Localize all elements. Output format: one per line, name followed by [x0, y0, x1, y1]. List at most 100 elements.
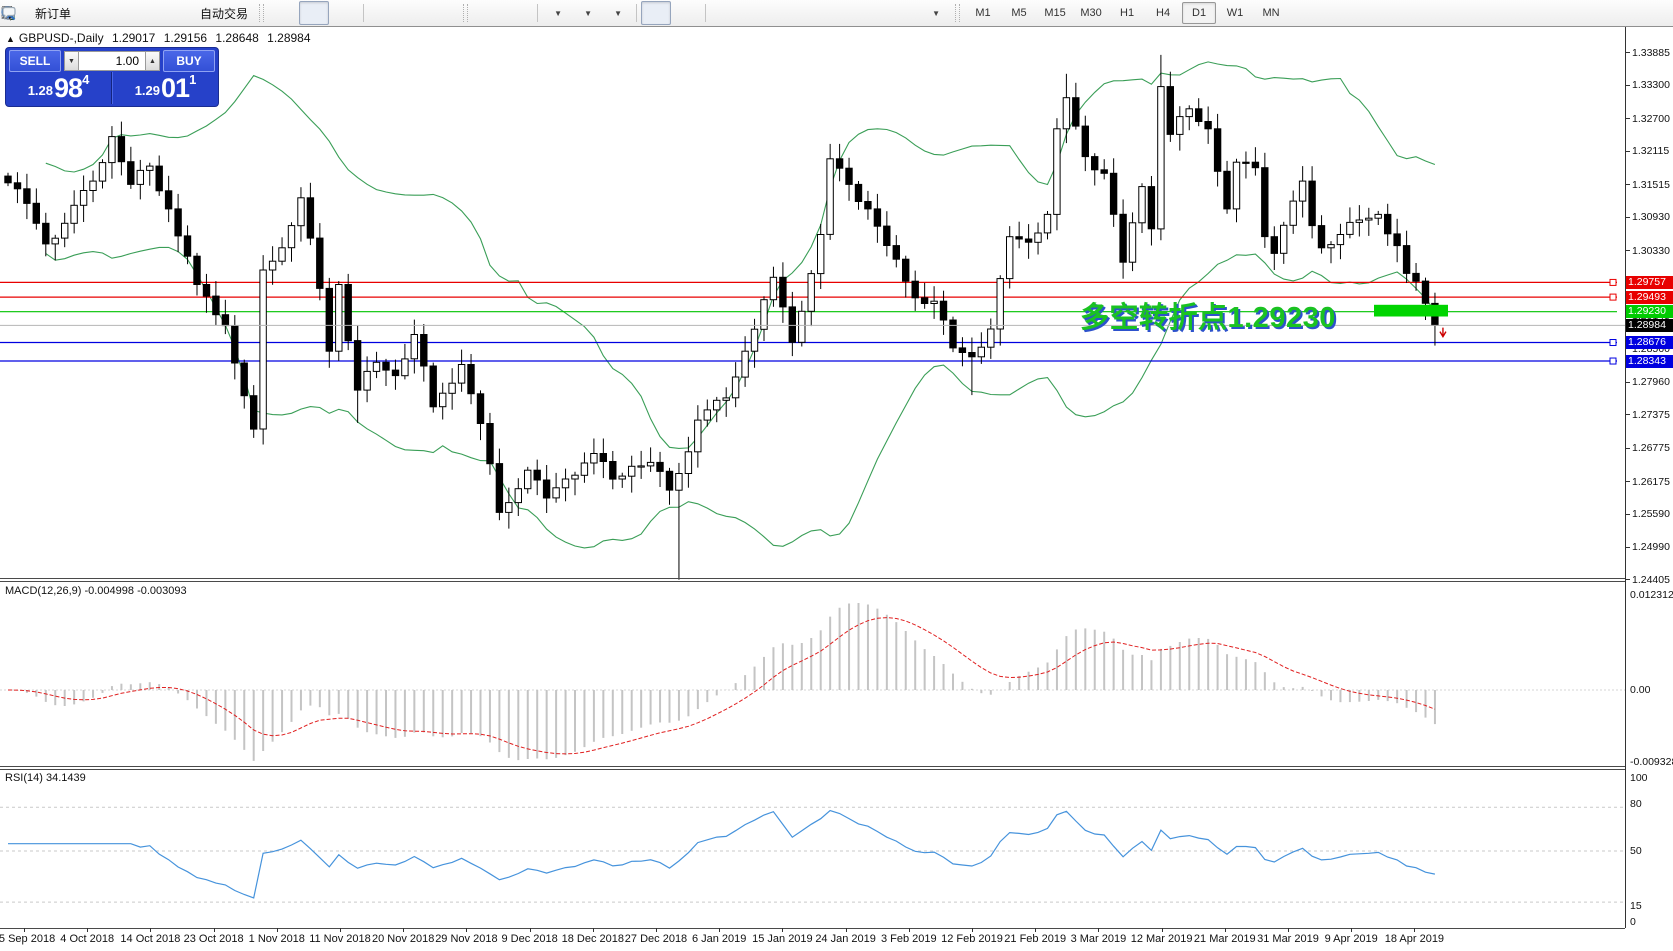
timeframe-button-m15[interactable]: M15: [1044, 7, 1066, 19]
vertical-line-button[interactable]: [7, 1, 740, 25]
text-label-button[interactable]: T: [1, 1, 920, 25]
rsi-line: [8, 809, 1436, 899]
periods-button[interactable]: ▼: [1, 1, 602, 25]
bear-candle: [1100, 169, 1108, 174]
macd-label: MACD(12,26,9) -0.004998 -0.003093: [5, 585, 187, 597]
search-button[interactable]: [1, 1, 1635, 25]
date-label: 12 Feb 2019: [941, 933, 1003, 945]
macd-pane[interactable]: [0, 582, 1625, 766]
price-tick-label: 1.33885: [1632, 46, 1670, 59]
price-tick-dash: [1626, 513, 1630, 515]
bull-candle: [996, 278, 1004, 330]
collapse-arrow-icon[interactable]: ▲: [6, 34, 15, 44]
bar-chart-button[interactable]: [2, 1, 299, 25]
timeframe-button-h4[interactable]: H4: [1156, 7, 1171, 19]
buy-button[interactable]: BUY: [163, 50, 215, 72]
bull-candle: [1289, 200, 1297, 226]
candle-chart-button[interactable]: [2, 1, 330, 25]
channel-button[interactable]: E: [1, 1, 830, 25]
buy-price-sup: 1: [189, 72, 197, 87]
timeframe-button-m5[interactable]: M5: [1011, 7, 1027, 19]
autotrading-label[interactable]: 自动交易: [200, 6, 249, 21]
volume-up-button[interactable]: ▲: [145, 51, 160, 71]
bull-candle: [363, 370, 371, 391]
volume-input[interactable]: 1.00: [79, 51, 145, 71]
rsi-axis-label: 0: [1630, 916, 1636, 928]
dropdown-arrow-icon: ▼: [554, 8, 562, 18]
zoom-out-button[interactable]: [2, 1, 428, 25]
bear-candle: [656, 461, 664, 472]
line-chart-button[interactable]: [1, 1, 359, 25]
timeframe-button-m1[interactable]: M1: [975, 7, 991, 19]
fibonacci-button[interactable]: F: [2, 1, 860, 25]
bull-candle: [278, 247, 286, 262]
bollinger-upper-band: [45, 61, 1436, 449]
pane-separator[interactable]: [0, 578, 1625, 579]
timeframe-button-mn[interactable]: MN: [1262, 7, 1280, 19]
macd-axis-label: 0.00: [1630, 684, 1651, 696]
support-price-label: 1.28343: [1626, 354, 1673, 368]
rsi-pane[interactable]: [0, 770, 1625, 928]
pane-separator[interactable]: [0, 766, 1625, 767]
date-label: 29 Nov 2018: [435, 933, 498, 945]
date-tick: [276, 928, 278, 932]
buy-price[interactable]: 1.29 01 1: [112, 72, 218, 104]
bull-candle: [136, 169, 145, 185]
bear-candle: [1091, 156, 1099, 171]
timeframe-button-h1[interactable]: H1: [1120, 7, 1135, 19]
timeframe-button-w1[interactable]: W1: [1226, 7, 1244, 19]
ohlc-high: 1.29156: [163, 31, 208, 45]
tile-windows-button[interactable]: [1, 1, 458, 25]
cursor-button[interactable]: [4, 1, 672, 25]
bear-candle: [221, 314, 230, 327]
bull-candle: [401, 358, 409, 377]
new-order-label[interactable]: 新订单: [35, 6, 72, 21]
indicators-button[interactable]: ▼: [1, 1, 572, 25]
autotrading-button[interactable]: [2, 1, 197, 25]
sell-price[interactable]: 1.28 98 4: [6, 72, 112, 104]
date-tick: [1414, 928, 1416, 932]
expert-button[interactable]: [1, 1, 137, 25]
timeframe-button-m30[interactable]: M30: [1080, 7, 1102, 19]
volume-down-button[interactable]: ▼: [64, 51, 79, 71]
globe-button[interactable]: [1, 1, 167, 25]
arrows-button[interactable]: ▼: [5, 1, 950, 25]
chart-shift-button[interactable]: [2, 1, 533, 25]
trendline-button[interactable]: [2, 1, 800, 25]
crosshair-button[interactable]: [1, 1, 701, 25]
bear-candle: [202, 284, 211, 297]
bull-candle: [741, 350, 749, 378]
chat-button[interactable]: [2, 1, 1665, 25]
price-chart[interactable]: [0, 46, 1625, 580]
bull-candle: [684, 451, 693, 474]
bull-candle: [146, 165, 154, 171]
buy-price-main: 1.29: [134, 83, 161, 98]
dropdown-arrow-icon: ▼: [614, 8, 622, 18]
toolbar-separator: [705, 4, 707, 22]
toolbar-separator: [363, 4, 365, 22]
zoom-in-button[interactable]: [2, 1, 398, 25]
chart-header: ▲ GBPUSD-,Daily 1.29017 1.29156 1.28648 1…: [6, 31, 316, 45]
bull-candle: [505, 502, 513, 513]
price-tick-label: 1.30330: [1632, 244, 1670, 257]
brush-button[interactable]: [2, 1, 107, 25]
chart-annotation[interactable]: 多空转折点1.29230: [1080, 302, 1336, 334]
template-button[interactable]: ▼: [1, 1, 632, 25]
date-tick: [782, 928, 784, 932]
horizontal-line-button[interactable]: [2, 1, 770, 25]
sell-price-main: 1.28: [27, 83, 54, 98]
bull-candle: [637, 465, 645, 468]
bear-candle: [665, 470, 674, 491]
text-button[interactable]: A: [4, 1, 890, 25]
bull-candle: [1336, 234, 1345, 246]
bull-candle: [297, 197, 305, 227]
date-label: 18 Apr 2019: [1384, 933, 1445, 945]
bear-candle: [353, 340, 362, 391]
bull-candle: [1157, 86, 1165, 230]
timeframe-button-d1[interactable]: D1: [1182, 2, 1217, 24]
auto-scroll-button[interactable]: [3, 1, 503, 25]
bull-candle: [930, 300, 938, 304]
sell-button[interactable]: SELL: [9, 50, 61, 72]
bear-candle: [183, 235, 192, 257]
bear-candle: [968, 352, 976, 358]
